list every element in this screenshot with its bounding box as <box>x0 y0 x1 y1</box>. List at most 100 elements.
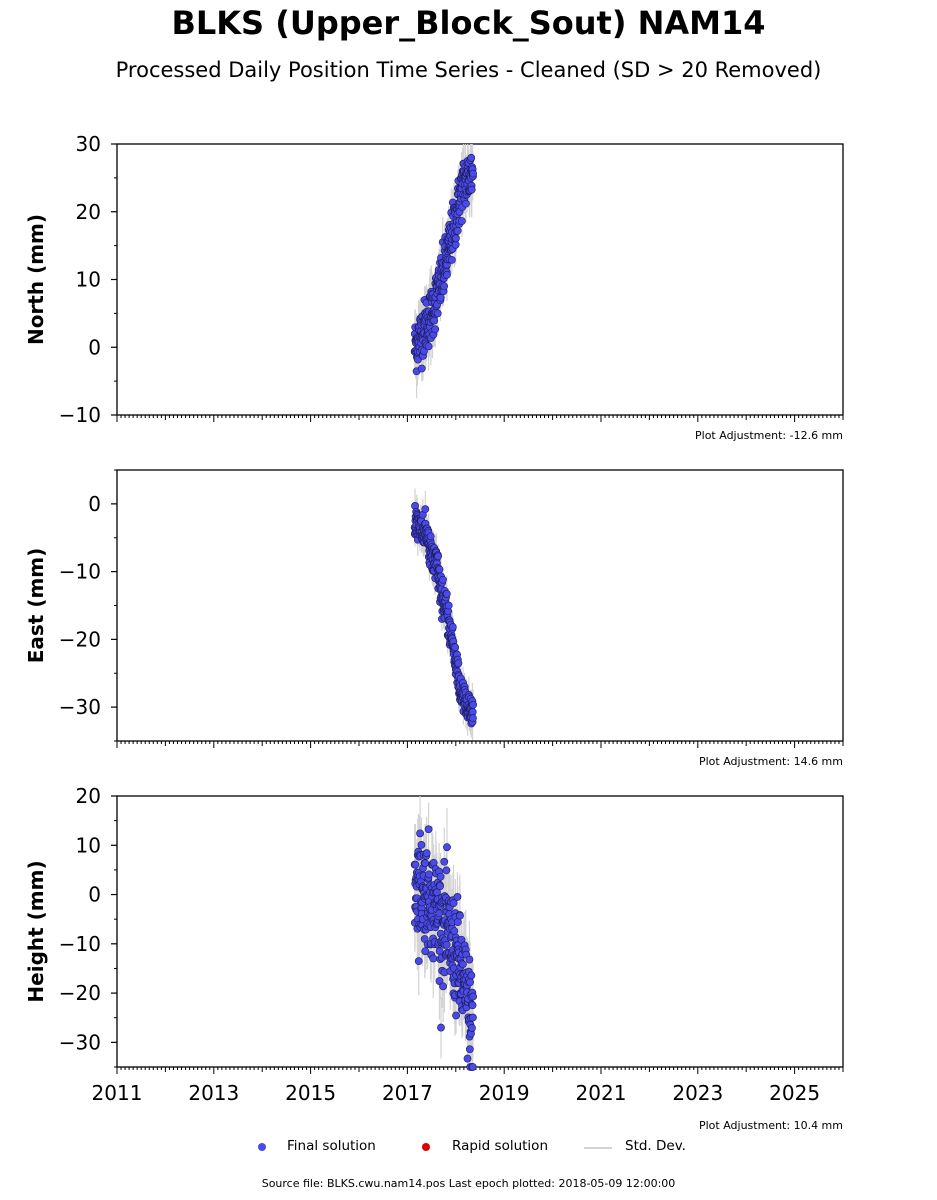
data-point <box>449 899 458 908</box>
data-point <box>421 859 430 868</box>
data-point <box>421 505 430 514</box>
data-point <box>435 977 444 985</box>
y-tick-label-east: −10 <box>59 560 101 584</box>
data-point <box>414 957 423 966</box>
plot-frame-east <box>116 469 844 742</box>
data-point <box>416 829 424 838</box>
data-point <box>451 643 460 652</box>
data-point <box>469 1013 477 1022</box>
data-point <box>442 940 451 949</box>
x-tick-label: 2017 <box>382 1081 433 1105</box>
data-point <box>462 199 470 208</box>
series-final-east <box>410 488 478 740</box>
y-tick-label-north: 30 <box>76 132 101 156</box>
data-point <box>443 843 451 852</box>
plot-adjustment-north: Plot Adjustment: -12.6 mm <box>695 429 843 442</box>
data-point <box>454 659 463 668</box>
data-point <box>469 700 478 709</box>
y-tick-label-north: 20 <box>76 200 101 224</box>
data-point <box>452 1011 460 1020</box>
y-tick-label-height: 10 <box>76 833 101 857</box>
series-final-north <box>410 144 478 399</box>
data-point <box>425 870 433 879</box>
source-footer: Source file: BLKS.cwu.nam14.pos Last epo… <box>261 1177 676 1190</box>
data-point <box>448 623 457 631</box>
data-point <box>457 217 466 226</box>
data-point <box>463 1054 472 1063</box>
y-tick-label-east: 0 <box>88 492 101 516</box>
data-point <box>417 840 426 849</box>
chart-subtitle: Processed Daily Position Time Series - C… <box>115 58 822 82</box>
legend-rapid-label: Rapid solution <box>452 1138 548 1154</box>
x-tick-label: 2011 <box>92 1081 143 1105</box>
data-point <box>458 960 467 969</box>
data-point <box>453 226 462 235</box>
data-point <box>435 565 444 574</box>
data-point <box>465 1045 474 1054</box>
data-point <box>439 575 447 584</box>
data-point <box>467 185 476 194</box>
data-point <box>424 825 433 834</box>
chart-title: BLKS (Upper_Block_Sout) NAM14 <box>171 4 766 42</box>
x-tick-label: 2013 <box>188 1081 239 1105</box>
data-point <box>453 918 462 927</box>
x-tick-label: 2019 <box>479 1081 530 1105</box>
data-point <box>430 316 439 325</box>
y-tick-label-height: −30 <box>59 1030 101 1054</box>
data-point <box>436 882 444 891</box>
data-point <box>469 714 477 723</box>
data-point <box>450 927 459 936</box>
data-point <box>468 1001 477 1010</box>
y-tick-label-north: 10 <box>76 268 101 292</box>
y-axis-label-north: North (mm) <box>24 214 48 345</box>
y-axis-label-height: Height (mm) <box>24 860 48 1002</box>
data-point <box>436 293 445 302</box>
y-tick-label-north: 0 <box>88 335 101 359</box>
x-tick-label: 2015 <box>285 1081 336 1105</box>
y-tick-label-height: −20 <box>59 981 101 1005</box>
data-point <box>422 849 431 858</box>
legend-rapid-marker <box>422 1143 430 1151</box>
data-point <box>467 153 476 162</box>
data-point <box>468 1063 477 1071</box>
y-tick-label-east: −30 <box>59 695 101 719</box>
data-point <box>437 1023 445 1032</box>
x-tick-label: 2025 <box>769 1081 820 1105</box>
plot-adjustment-east: Plot Adjustment: 14.6 mm <box>698 755 843 768</box>
series-final-height <box>410 796 478 1071</box>
data-point <box>426 532 435 541</box>
plot-frame-height <box>116 795 844 1068</box>
data-point <box>453 893 462 901</box>
y-tick-label-north: −10 <box>59 403 101 427</box>
data-point <box>429 954 438 963</box>
y-tick-label-height: −10 <box>59 932 101 956</box>
plot-frame-north <box>116 143 844 416</box>
data-point <box>467 971 476 980</box>
legend-final-label: Final solution <box>287 1138 376 1154</box>
data-point <box>440 282 448 291</box>
plot-adjustment-height: Plot Adjustment: 10.4 mm <box>698 1119 843 1132</box>
data-point <box>442 866 451 875</box>
data-point <box>417 364 426 373</box>
data-point <box>469 169 478 178</box>
y-tick-label-east: −20 <box>59 627 101 651</box>
legend-std-line <box>584 1147 612 1149</box>
y-axis-label-east: East (mm) <box>24 548 48 664</box>
data-point <box>434 552 442 561</box>
data-point <box>444 601 453 610</box>
data-point <box>433 309 442 318</box>
x-tick-label: 2021 <box>576 1081 627 1105</box>
data-point <box>436 872 445 881</box>
y-tick-label-height: 20 <box>76 784 101 808</box>
data-point <box>442 589 451 598</box>
data-point <box>466 978 474 987</box>
data-point <box>456 911 464 920</box>
data-point <box>447 255 456 264</box>
data-point <box>424 342 433 351</box>
y-tick-label-height: 0 <box>88 883 101 907</box>
data-point <box>439 982 448 991</box>
data-point <box>465 955 474 964</box>
data-point <box>411 860 420 869</box>
data-point <box>421 947 430 956</box>
